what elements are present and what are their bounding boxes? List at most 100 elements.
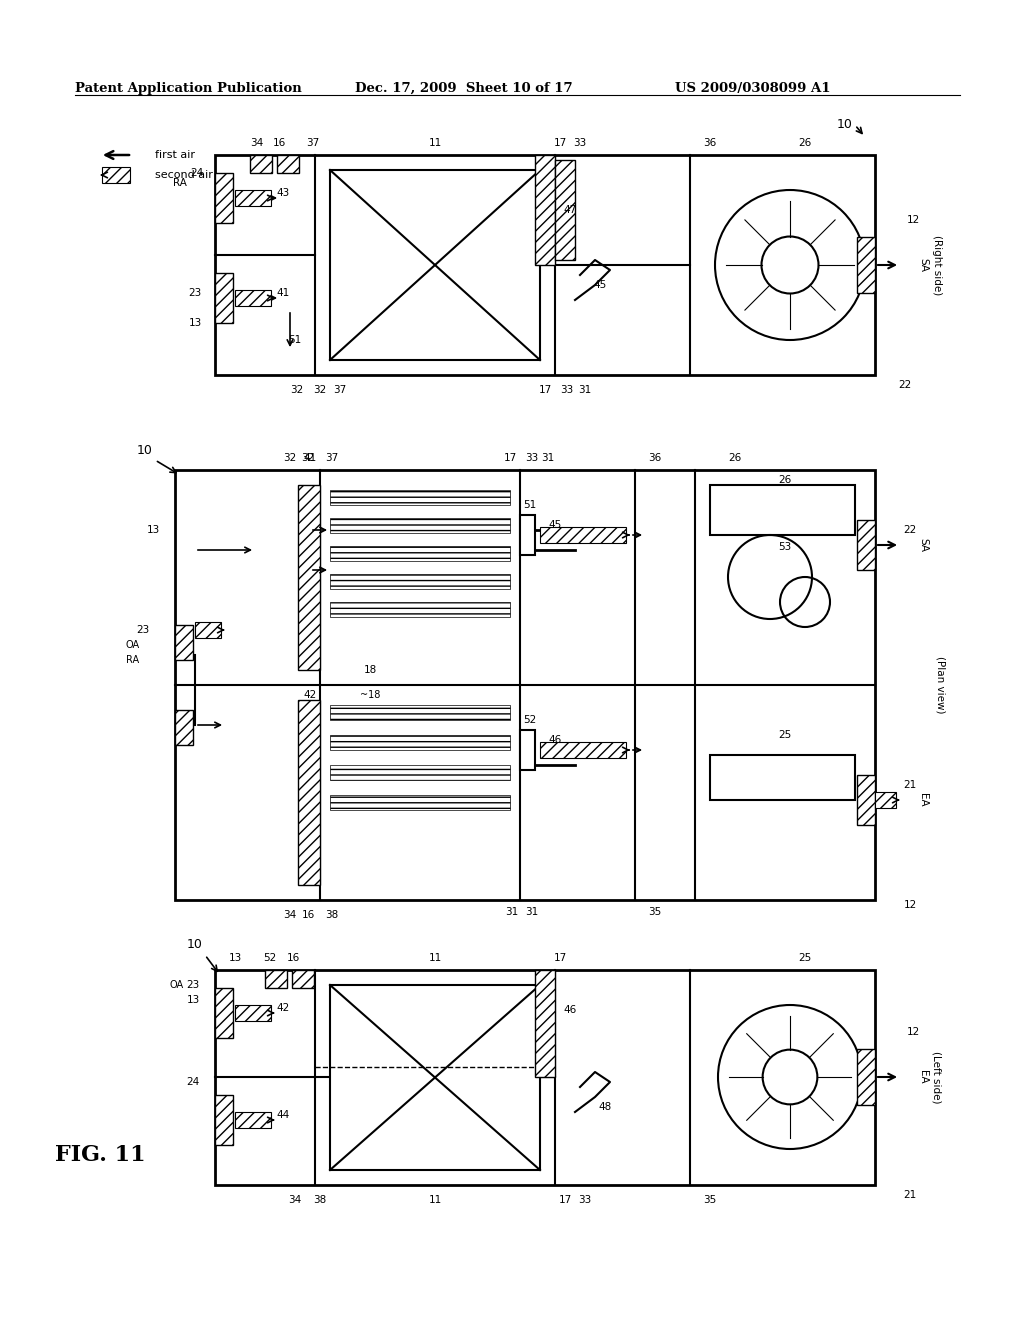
Bar <box>857 238 874 293</box>
Text: 21: 21 <box>903 1191 916 1200</box>
Text: 18: 18 <box>364 665 377 675</box>
Text: 31: 31 <box>525 907 539 917</box>
Bar <box>540 742 626 758</box>
Text: 38: 38 <box>326 909 339 920</box>
Text: 31: 31 <box>579 385 592 395</box>
Text: 43: 43 <box>276 187 290 198</box>
Text: (Plan view): (Plan view) <box>935 656 945 714</box>
Bar <box>175 470 874 900</box>
Bar <box>215 1096 233 1144</box>
Text: 42: 42 <box>276 1003 290 1012</box>
Text: 25: 25 <box>778 730 792 741</box>
Text: 11: 11 <box>428 953 441 964</box>
Bar <box>215 987 233 1038</box>
Text: 33: 33 <box>579 1195 592 1205</box>
Text: (Left side): (Left side) <box>932 1051 942 1104</box>
Bar <box>298 700 319 884</box>
Text: 41: 41 <box>303 453 316 463</box>
Text: 32: 32 <box>301 453 314 463</box>
Text: 46: 46 <box>563 1005 577 1015</box>
Bar <box>215 970 874 1185</box>
Text: 37: 37 <box>334 385 347 395</box>
Text: 35: 35 <box>703 1195 717 1205</box>
Bar <box>857 1049 874 1105</box>
Text: 42: 42 <box>303 690 316 700</box>
Bar <box>330 766 510 780</box>
Text: 12: 12 <box>906 215 920 224</box>
Text: 34: 34 <box>251 139 263 148</box>
Bar <box>330 735 510 750</box>
Text: 32: 32 <box>313 385 327 395</box>
Text: 16: 16 <box>287 953 300 964</box>
Text: 37: 37 <box>306 139 319 148</box>
Text: 10: 10 <box>187 939 203 952</box>
Text: 12: 12 <box>903 900 916 909</box>
Text: 23: 23 <box>136 624 150 635</box>
Text: 52: 52 <box>523 715 537 725</box>
Bar <box>215 173 233 223</box>
Text: SA: SA <box>918 539 928 552</box>
Text: 13: 13 <box>188 318 202 327</box>
Text: US 2009/0308099 A1: US 2009/0308099 A1 <box>675 82 830 95</box>
Text: EA: EA <box>918 1071 928 1084</box>
Text: 35: 35 <box>648 907 662 917</box>
Text: 45: 45 <box>593 280 606 290</box>
Text: first air: first air <box>155 150 195 160</box>
Bar <box>874 792 896 808</box>
Text: 41: 41 <box>276 288 290 298</box>
Text: 22: 22 <box>903 525 916 535</box>
Bar <box>540 527 626 543</box>
Text: 17: 17 <box>553 139 566 148</box>
Text: 37: 37 <box>326 453 339 463</box>
Text: 26: 26 <box>728 453 741 463</box>
Bar <box>857 520 874 570</box>
Bar <box>298 484 319 671</box>
Text: 11: 11 <box>428 1195 441 1205</box>
Bar <box>234 290 271 306</box>
Text: 52: 52 <box>263 953 276 964</box>
Text: 24: 24 <box>186 1077 200 1086</box>
Text: 13: 13 <box>146 525 160 535</box>
Bar <box>234 190 271 206</box>
Bar <box>710 755 855 800</box>
Bar <box>857 775 874 825</box>
Text: 11: 11 <box>428 139 441 148</box>
Text: 25: 25 <box>799 953 812 964</box>
Bar <box>330 490 510 506</box>
Bar <box>234 1005 271 1020</box>
Bar <box>234 1111 271 1129</box>
Text: 22: 22 <box>898 380 911 389</box>
Text: RA: RA <box>173 178 187 187</box>
Text: 16: 16 <box>272 139 286 148</box>
Text: Patent Application Publication: Patent Application Publication <box>75 82 302 95</box>
Text: 16: 16 <box>301 909 314 920</box>
Text: 47: 47 <box>563 205 577 215</box>
Bar <box>215 273 233 323</box>
Bar <box>330 795 510 810</box>
Bar <box>520 730 535 770</box>
Text: 31: 31 <box>506 907 518 917</box>
Text: 51: 51 <box>289 335 302 345</box>
Bar <box>330 517 510 533</box>
Text: OA: OA <box>170 979 184 990</box>
Text: 45: 45 <box>549 520 561 531</box>
Text: 33: 33 <box>525 453 539 463</box>
Text: Dec. 17, 2009  Sheet 10 of 17: Dec. 17, 2009 Sheet 10 of 17 <box>355 82 572 95</box>
Bar <box>330 574 510 589</box>
Bar <box>175 624 193 660</box>
Bar <box>535 154 555 265</box>
Bar <box>330 602 510 616</box>
Text: 34: 34 <box>289 1195 302 1205</box>
Bar <box>330 170 540 360</box>
Bar <box>195 622 221 638</box>
Text: RA: RA <box>126 655 139 665</box>
Text: 44: 44 <box>276 1110 290 1119</box>
Text: 53: 53 <box>778 543 792 552</box>
Text: 17: 17 <box>558 1195 571 1205</box>
Bar <box>265 970 287 987</box>
Text: 13: 13 <box>228 953 242 964</box>
Text: 24: 24 <box>190 168 204 178</box>
Text: 51: 51 <box>523 500 537 510</box>
Text: 36: 36 <box>648 453 662 463</box>
Text: 34: 34 <box>284 909 297 920</box>
